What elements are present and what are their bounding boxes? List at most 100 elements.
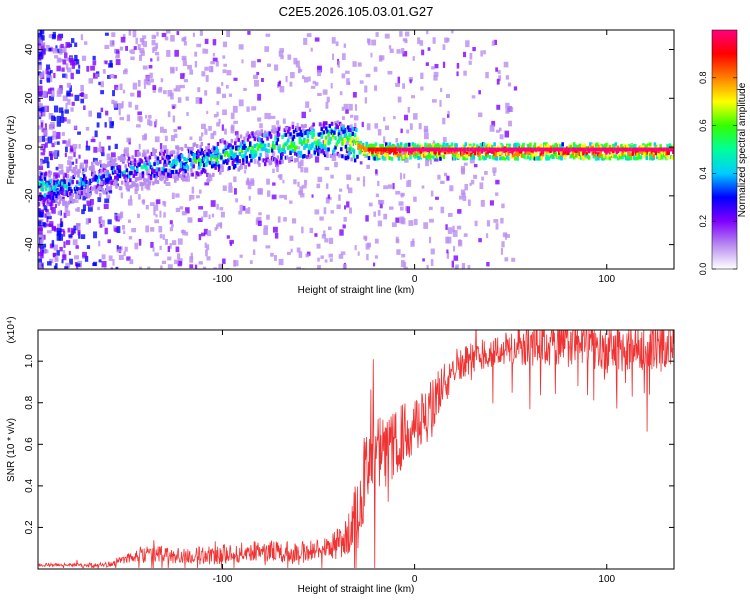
ridge-cell bbox=[278, 160, 282, 165]
noise-speck bbox=[485, 71, 489, 79]
noise-speck bbox=[41, 135, 45, 142]
noise-speck bbox=[115, 59, 121, 66]
noise-speck bbox=[46, 215, 52, 220]
noise-speck bbox=[395, 137, 398, 143]
noise-speck bbox=[109, 40, 115, 47]
ridge-cell bbox=[334, 136, 337, 141]
ridge-cell bbox=[337, 132, 341, 137]
noise-speck bbox=[183, 36, 187, 41]
noise-speck bbox=[80, 34, 84, 41]
ridge-cell bbox=[67, 200, 71, 205]
noise-speck bbox=[47, 88, 52, 95]
noise-speck bbox=[491, 40, 495, 46]
noise-speck bbox=[287, 54, 292, 60]
ridge-cell bbox=[572, 142, 576, 147]
noise-speck bbox=[366, 164, 370, 169]
noise-speck bbox=[210, 132, 215, 140]
noise-speck bbox=[496, 78, 500, 85]
ridge-cell bbox=[140, 159, 144, 164]
ridge-cell bbox=[439, 156, 442, 161]
noise-speck bbox=[106, 135, 111, 140]
noise-speck bbox=[108, 190, 113, 194]
noise-speck bbox=[457, 239, 463, 247]
ridge-cell bbox=[233, 163, 237, 168]
noise-speck bbox=[147, 266, 151, 269]
noise-speck bbox=[377, 220, 383, 227]
noise-speck bbox=[97, 147, 103, 153]
noise-speck bbox=[142, 41, 148, 48]
noise-speck bbox=[44, 213, 48, 218]
noise-speck bbox=[399, 31, 403, 37]
noise-speck bbox=[204, 182, 210, 186]
noise-speck bbox=[429, 218, 434, 223]
ridge-cell bbox=[320, 127, 323, 132]
noise-speck bbox=[211, 213, 215, 218]
noise-speck bbox=[203, 211, 208, 218]
noise-speck bbox=[273, 255, 277, 261]
noise-speck bbox=[208, 214, 211, 219]
ridge-cell bbox=[103, 190, 107, 195]
noise-speck bbox=[292, 218, 297, 224]
noise-speck bbox=[389, 48, 394, 54]
noise-speck bbox=[407, 179, 412, 187]
ridge-cell bbox=[299, 150, 303, 155]
noise-speck bbox=[129, 49, 132, 54]
ridge-cell bbox=[78, 169, 81, 174]
noise-speck bbox=[80, 84, 84, 92]
ridge-cell bbox=[199, 144, 202, 149]
ridge-cell bbox=[414, 144, 418, 149]
noise-speck bbox=[300, 166, 304, 173]
noise-speck bbox=[198, 261, 203, 265]
noise-speck bbox=[344, 205, 347, 210]
noise-speck bbox=[198, 233, 202, 241]
noise-speck bbox=[74, 42, 78, 47]
noise-speck bbox=[289, 81, 293, 87]
noise-speck bbox=[378, 55, 383, 62]
noise-speck bbox=[342, 264, 347, 269]
noise-speck bbox=[40, 106, 45, 113]
ridge-cell bbox=[54, 184, 57, 189]
ridge-cell bbox=[299, 153, 303, 158]
noise-speck bbox=[187, 64, 192, 70]
noise-speck bbox=[177, 97, 182, 103]
ridge-cell bbox=[231, 161, 235, 166]
noise-speck bbox=[169, 220, 173, 225]
ridge-cell bbox=[442, 155, 446, 160]
ridge-cell bbox=[507, 156, 510, 161]
noise-speck bbox=[169, 242, 172, 249]
noise-speck bbox=[322, 89, 328, 95]
noise-speck bbox=[272, 168, 275, 173]
ridge-cell bbox=[639, 144, 643, 149]
noise-speck bbox=[189, 264, 194, 269]
noise-speck bbox=[76, 59, 80, 65]
ridge-cell bbox=[243, 136, 246, 141]
noise-speck bbox=[403, 173, 406, 179]
noise-speck bbox=[318, 122, 322, 127]
noise-speck bbox=[330, 83, 333, 89]
noise-speck bbox=[106, 194, 111, 199]
noise-speck bbox=[175, 66, 178, 72]
ridge-cell bbox=[265, 134, 268, 139]
noise-speck bbox=[38, 98, 41, 103]
ridge-cell bbox=[270, 129, 274, 134]
noise-speck bbox=[273, 64, 279, 71]
ridge-cell bbox=[614, 142, 617, 147]
snr-yscale-label: (x10⁴) bbox=[6, 316, 17, 343]
noise-speck bbox=[338, 188, 343, 192]
ridge-cell bbox=[499, 150, 502, 155]
noise-speck bbox=[474, 220, 478, 227]
ridge-cell bbox=[80, 186, 84, 191]
ridge-cell bbox=[174, 178, 177, 183]
ridge-cell bbox=[236, 160, 239, 165]
noise-speck bbox=[478, 90, 481, 95]
ridge-cell bbox=[321, 148, 325, 153]
noise-speck bbox=[204, 38, 209, 45]
ridge-cell bbox=[480, 149, 484, 154]
noise-speck bbox=[67, 156, 73, 160]
noise-speck bbox=[148, 114, 152, 119]
ridge-cell bbox=[210, 164, 214, 169]
noise-speck bbox=[258, 188, 263, 195]
ridge-cell bbox=[144, 162, 147, 167]
noise-speck bbox=[297, 66, 301, 74]
